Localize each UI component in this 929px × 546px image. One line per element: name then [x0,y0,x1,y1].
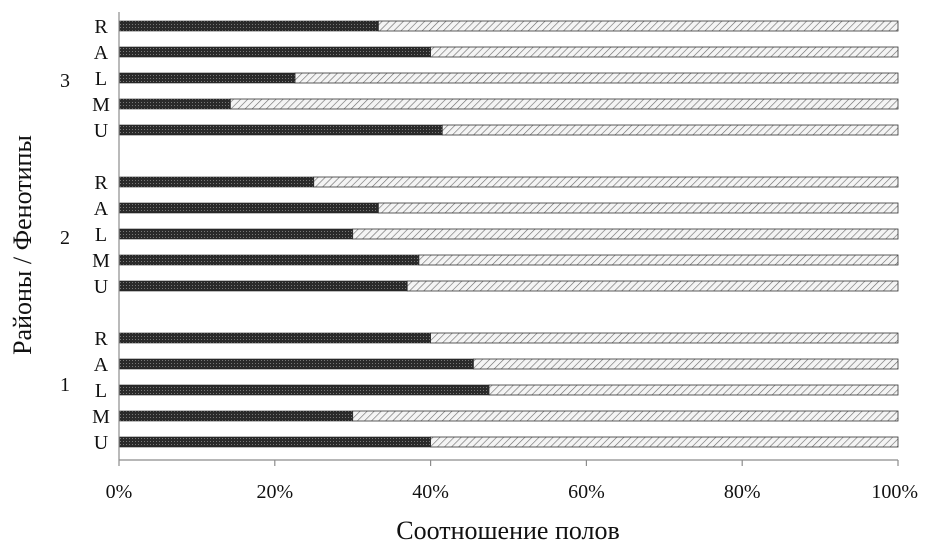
bar-3-M-first [118,98,231,110]
x-axis-title: Соотношение полов [396,516,620,545]
group-labels: 1 2 3 [60,70,70,396]
group-label: 1 [60,374,70,396]
category-label: A [94,198,109,220]
bar-1-A-second [473,358,899,370]
category-label: R [94,172,108,194]
category-label: M [92,94,110,116]
bar-2-A-second [378,202,899,214]
group-label: 3 [60,70,70,92]
group-label: 2 [60,227,70,249]
bar-2-R-second [313,176,899,188]
bar-1-R-first [118,332,431,344]
category-label: R [94,16,108,38]
bar-3-U-second [441,124,899,136]
bar-2-R-first [118,176,315,188]
bar-1-M-second [352,410,899,422]
bar-1-A-first [118,358,474,370]
bar-3-R-second [378,20,899,32]
bar-1-L-second [488,384,899,396]
category-label: U [94,276,109,298]
bar-2-M-second [418,254,899,266]
category-label: L [95,224,107,246]
y-axis-title: Районы / Фенотипы [8,135,37,355]
category-label: U [94,120,109,142]
bars-layer [118,20,899,448]
category-label: A [94,42,109,64]
bar-1-L-first [118,384,490,396]
bar-1-M-first [118,410,353,422]
x-tick-label: 40% [412,481,449,503]
x-axis-ticks: 0% 20% 40% 60% 80% 100% [106,460,918,503]
category-label: L [95,380,107,402]
bar-2-L-first [118,228,353,240]
category-label: M [92,406,110,428]
bar-3-U-first [118,124,443,136]
bar-1-U-second [430,436,899,448]
category-label: A [94,354,109,376]
bar-3-L-second [294,72,899,84]
x-tick-label: 0% [106,481,133,503]
bar-2-U-second [406,280,899,292]
bar-1-R-second [430,332,899,344]
bar-2-A-first [118,202,379,214]
bar-3-A-second [430,46,899,58]
bar-1-U-first [118,436,431,448]
category-label: L [95,68,107,90]
x-tick-label: 100% [871,481,918,503]
x-tick-label: 80% [724,481,761,503]
x-tick-label: 60% [568,481,605,503]
category-label: M [92,250,110,272]
category-label: U [94,432,109,454]
bar-2-L-second [352,228,899,240]
x-tick-label: 20% [256,481,293,503]
bar-3-R-first [118,20,379,32]
bar-2-U-first [118,280,408,292]
bar-3-L-first [118,72,296,84]
bar-2-M-first [118,254,420,266]
bar-3-A-first [118,46,431,58]
bar-3-M-second [229,98,899,110]
category-label: R [94,328,108,350]
